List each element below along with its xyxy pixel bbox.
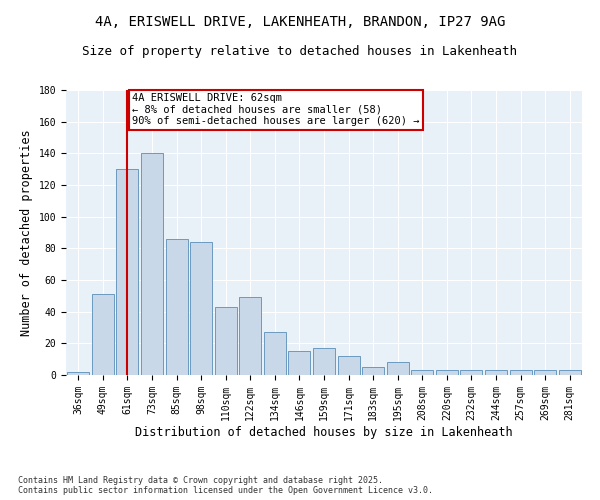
Bar	[67, 372, 89, 375]
Bar	[534, 370, 556, 375]
Bar	[559, 370, 581, 375]
Bar	[460, 370, 482, 375]
Bar	[141, 154, 163, 375]
Bar	[215, 307, 237, 375]
Bar	[264, 332, 286, 375]
Bar	[289, 351, 310, 375]
Bar	[166, 239, 188, 375]
Bar	[411, 370, 433, 375]
Bar	[190, 242, 212, 375]
Bar	[116, 169, 139, 375]
Bar	[239, 298, 262, 375]
Text: Contains HM Land Registry data © Crown copyright and database right 2025.
Contai: Contains HM Land Registry data © Crown c…	[18, 476, 433, 495]
Bar	[485, 370, 507, 375]
Text: 4A, ERISWELL DRIVE, LAKENHEATH, BRANDON, IP27 9AG: 4A, ERISWELL DRIVE, LAKENHEATH, BRANDON,…	[95, 15, 505, 29]
Bar	[362, 367, 384, 375]
Bar	[92, 294, 114, 375]
Text: Size of property relative to detached houses in Lakenheath: Size of property relative to detached ho…	[83, 45, 517, 58]
Bar	[436, 370, 458, 375]
Bar	[509, 370, 532, 375]
Bar	[338, 356, 359, 375]
Bar	[386, 362, 409, 375]
Bar	[313, 348, 335, 375]
Y-axis label: Number of detached properties: Number of detached properties	[20, 129, 33, 336]
X-axis label: Distribution of detached houses by size in Lakenheath: Distribution of detached houses by size …	[135, 426, 513, 438]
Text: 4A ERISWELL DRIVE: 62sqm
← 8% of detached houses are smaller (58)
90% of semi-de: 4A ERISWELL DRIVE: 62sqm ← 8% of detache…	[133, 93, 420, 126]
